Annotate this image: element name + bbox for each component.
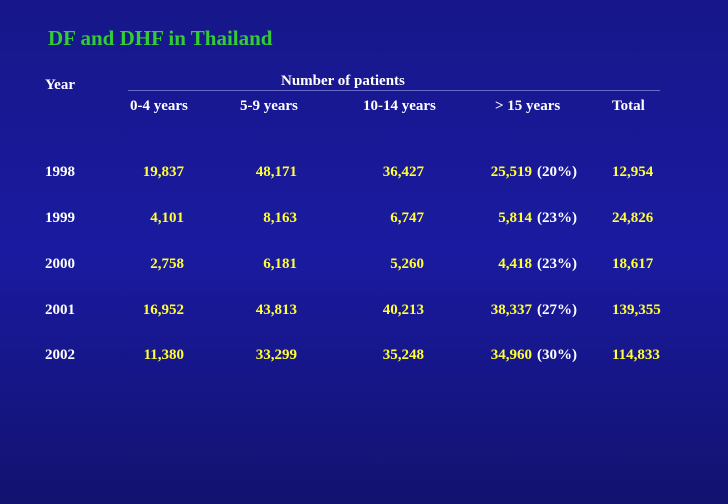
count-cell: 35,248 <box>382 347 424 363</box>
count-cell: 4,418 <box>498 256 532 272</box>
count-cell: 25,519 <box>490 164 532 180</box>
slide-title: DF and DHF in Thailand <box>48 26 273 50</box>
count-cell: 38,337 <box>490 302 532 318</box>
count-cell: 43,813 <box>255 302 297 318</box>
column-header: Total <box>612 98 645 114</box>
count-cell: 5,260 <box>390 256 424 272</box>
count-cell: 139,355 <box>612 302 661 318</box>
row-year: 2002 <box>45 347 75 363</box>
row-year: 1999 <box>45 210 75 226</box>
count-cell: 24,826 <box>612 210 654 226</box>
share-cell: (23%) <box>537 256 577 272</box>
row-year: 1998 <box>45 164 75 180</box>
column-header: 10-14 years <box>363 98 436 114</box>
count-cell: 4,101 <box>150 210 184 226</box>
count-cell: 6,747 <box>390 210 424 226</box>
count-cell: 19,837 <box>142 164 184 180</box>
count-cell: 5,814 <box>498 210 532 226</box>
column-header: 5-9 years <box>240 98 298 114</box>
count-cell: 48,171 <box>255 164 297 180</box>
count-cell: 33,299 <box>255 347 297 363</box>
count-cell: 16,952 <box>142 302 184 318</box>
count-cell: 36,427 <box>382 164 424 180</box>
count-cell: 12,954 <box>612 164 654 180</box>
column-header: > 15 years <box>495 98 561 114</box>
column-header: 0-4 years <box>130 98 188 114</box>
count-cell: 114,833 <box>612 347 660 363</box>
year-header: Year <box>45 77 75 93</box>
share-cell: (27%) <box>537 302 577 318</box>
row-year: 2001 <box>45 302 75 318</box>
count-cell: 40,213 <box>382 302 424 318</box>
count-cell: 6,181 <box>263 256 297 272</box>
count-cell: 11,380 <box>143 347 184 363</box>
share-cell: (20%) <box>537 164 577 180</box>
group-header: Number of patients <box>281 73 405 89</box>
count-cell: 18,617 <box>612 256 654 272</box>
share-cell: (23%) <box>537 210 577 226</box>
count-cell: 8,163 <box>263 210 297 226</box>
count-cell: 34,960 <box>490 347 532 363</box>
count-cell: 2,758 <box>150 256 184 272</box>
header-rule <box>128 90 660 91</box>
share-cell: (30%) <box>537 347 577 363</box>
row-year: 2000 <box>45 256 75 272</box>
